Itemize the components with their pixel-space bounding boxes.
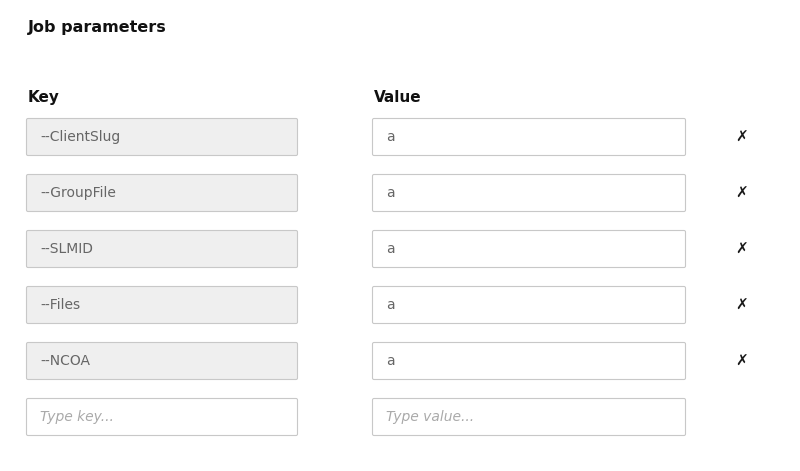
Text: a: a (386, 298, 394, 312)
Text: ✗: ✗ (736, 130, 748, 145)
Text: Job parameters: Job parameters (28, 20, 166, 35)
Text: Type value...: Type value... (386, 410, 474, 424)
Text: --Files: --Files (40, 298, 80, 312)
FancyBboxPatch shape (373, 174, 686, 211)
FancyBboxPatch shape (373, 119, 686, 155)
Text: ✗: ✗ (736, 354, 748, 368)
FancyBboxPatch shape (26, 230, 298, 268)
Text: a: a (386, 242, 394, 256)
FancyBboxPatch shape (26, 119, 298, 155)
Text: Key: Key (28, 90, 60, 105)
Text: a: a (386, 130, 394, 144)
FancyBboxPatch shape (26, 174, 298, 211)
FancyBboxPatch shape (373, 286, 686, 324)
Text: --NCOA: --NCOA (40, 354, 90, 368)
Text: --ClientSlug: --ClientSlug (40, 130, 120, 144)
FancyBboxPatch shape (26, 342, 298, 380)
Text: ✗: ✗ (736, 298, 748, 312)
FancyBboxPatch shape (26, 398, 298, 436)
Text: a: a (386, 354, 394, 368)
Text: ✗: ✗ (736, 186, 748, 201)
FancyBboxPatch shape (26, 286, 298, 324)
Text: --GroupFile: --GroupFile (40, 186, 116, 200)
Text: ✗: ✗ (736, 242, 748, 257)
FancyBboxPatch shape (373, 342, 686, 380)
FancyBboxPatch shape (373, 398, 686, 436)
Text: a: a (386, 186, 394, 200)
Text: Value: Value (374, 90, 422, 105)
FancyBboxPatch shape (373, 230, 686, 268)
Text: --SLMID: --SLMID (40, 242, 93, 256)
Text: Type key...: Type key... (40, 410, 114, 424)
